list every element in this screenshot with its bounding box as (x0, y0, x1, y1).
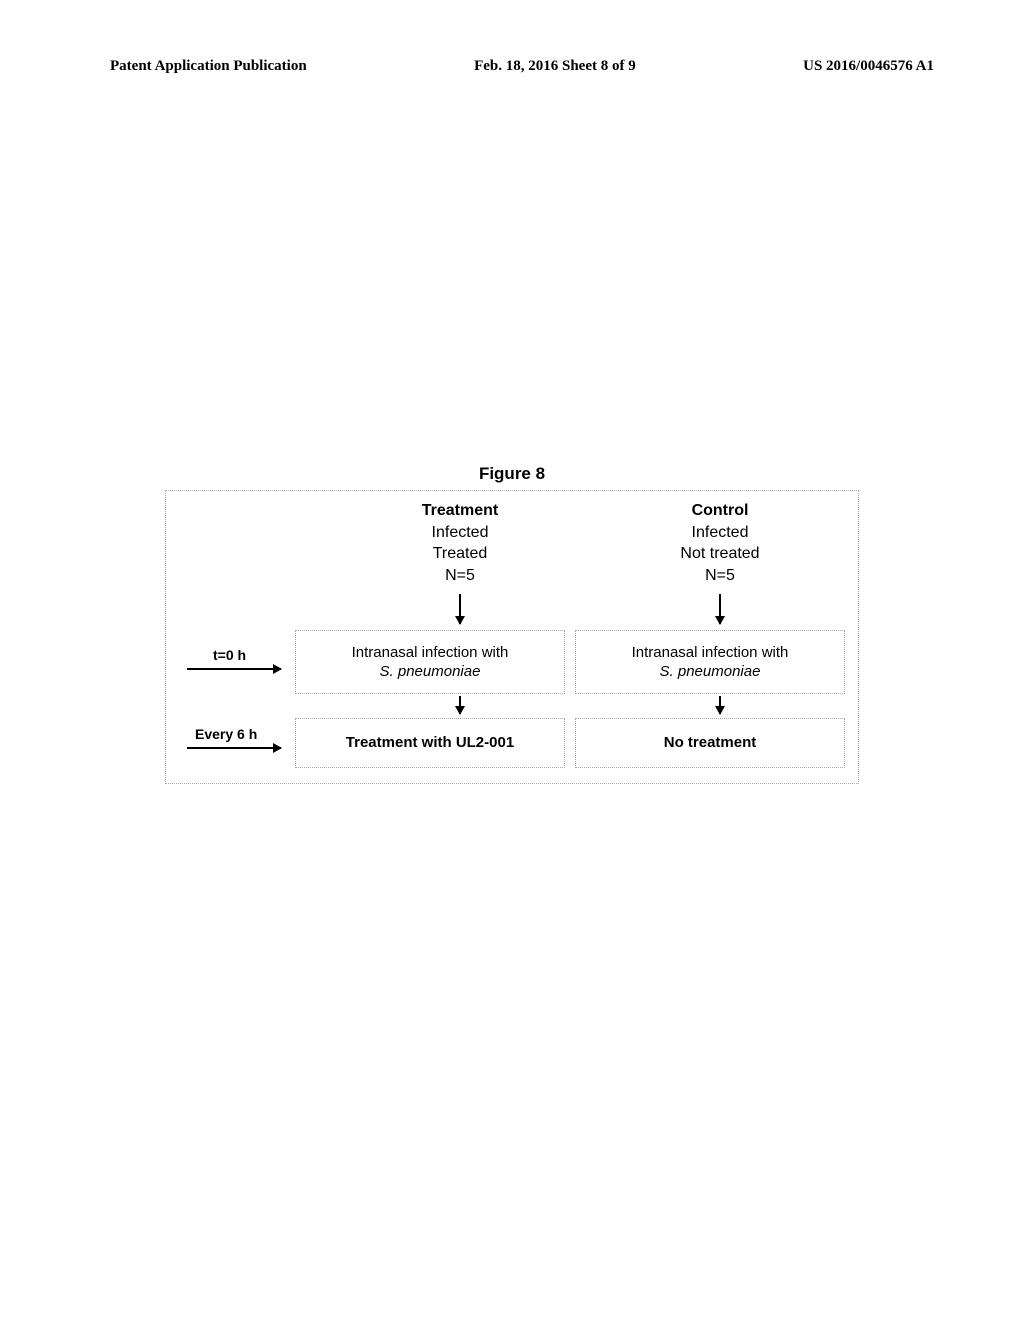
treatment-step1-line1: Intranasal infection with (352, 644, 509, 661)
header-center: Feb. 18, 2016 Sheet 8 of 9 (474, 58, 636, 75)
treatment-step1-text: Intranasal infection with S. pneumoniae (352, 643, 509, 682)
arrow-down-icon (459, 594, 461, 624)
control-line-infected: Infected (605, 522, 835, 544)
control-line-n: N=5 (605, 565, 835, 587)
time-label-t0: t=0 h (213, 647, 246, 663)
flowchart: t=0 h Every 6 h Treatment Infected Treat… (165, 490, 859, 790)
arrow-down-icon (719, 594, 721, 624)
header-left: Patent Application Publication (110, 58, 307, 75)
control-step2-text: No treatment (664, 733, 757, 753)
treatment-title: Treatment (345, 500, 575, 522)
control-title: Control (605, 500, 835, 522)
treatment-step-treatment: Treatment with UL2-001 (295, 718, 565, 768)
arrow-down-icon (459, 696, 461, 714)
control-step-infection: Intranasal infection with S. pneumoniae (575, 630, 845, 694)
arrow-down-icon (719, 696, 721, 714)
control-step1-line2: S. pneumoniae (660, 663, 761, 680)
control-step-treatment: No treatment (575, 718, 845, 768)
treatment-step2-text: Treatment with UL2-001 (346, 733, 514, 753)
group-header-control: Control Infected Not treated N=5 (605, 500, 835, 586)
time-label-every6h: Every 6 h (195, 726, 257, 742)
page: Patent Application Publication Feb. 18, … (0, 0, 1024, 1320)
treatment-step-infection: Intranasal infection with S. pneumoniae (295, 630, 565, 694)
group-header-treatment: Treatment Infected Treated N=5 (345, 500, 575, 586)
time-arrow-every6h (187, 747, 281, 749)
page-header: Patent Application Publication Feb. 18, … (0, 58, 1024, 75)
control-step1-line1: Intranasal infection with (632, 644, 789, 661)
figure-title: Figure 8 (0, 464, 1024, 484)
time-arrow-t0 (187, 668, 281, 670)
treatment-step1-line2: S. pneumoniae (380, 663, 481, 680)
header-right: US 2016/0046576 A1 (803, 58, 934, 75)
treatment-line-treated: Treated (345, 543, 575, 565)
treatment-line-infected: Infected (345, 522, 575, 544)
control-step1-text: Intranasal infection with S. pneumoniae (632, 643, 789, 682)
treatment-line-n: N=5 (345, 565, 575, 587)
control-line-nottreated: Not treated (605, 543, 835, 565)
